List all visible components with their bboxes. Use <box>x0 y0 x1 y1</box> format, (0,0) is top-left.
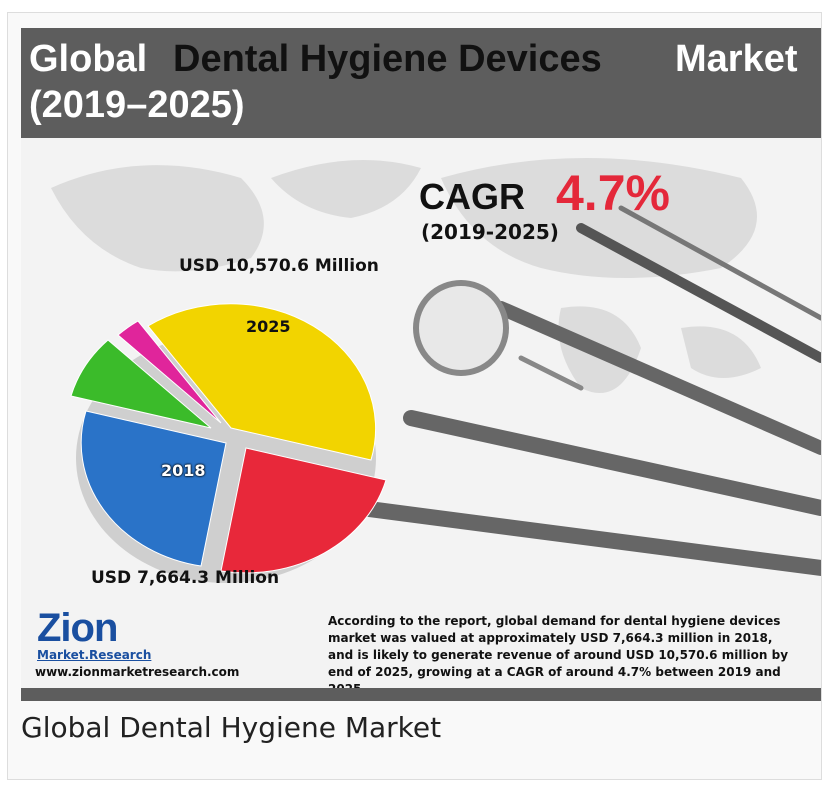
value-2025: USD 10,570.6 Million <box>179 256 379 276</box>
title: Global <box>29 38 147 81</box>
page: {"title": {"parts": ["Global", "Dental H… <box>0 0 827 786</box>
title: Dental Hygiene Devices <box>173 38 602 81</box>
caption: Global Dental Hygiene Market <box>21 711 441 744</box>
label-2018: 2018 <box>161 461 206 480</box>
title: (2019–2025) <box>29 84 245 127</box>
cagr-label: CAGR <box>419 176 525 218</box>
title: Market <box>675 38 798 81</box>
description: According to the report, global demand f… <box>328 613 798 698</box>
figure-card: Global Dental Hygiene Devices Market (20… <box>7 12 822 780</box>
cagr-period: (2019-2025) <box>421 220 559 244</box>
logo-name: Zion <box>37 606 117 651</box>
infographic: Global Dental Hygiene Devices Market (20… <box>21 28 821 701</box>
bottom-bar <box>21 688 821 701</box>
logo-url: www.zionmarketresearch.com <box>35 665 239 679</box>
label-2025: 2025 <box>246 317 291 336</box>
logo-tagline: Market.Research <box>37 648 151 662</box>
value-2018: USD 7,664.3 Million <box>91 568 279 588</box>
pie-3d <box>71 304 386 583</box>
cagr-value: 4.7% <box>556 164 670 222</box>
